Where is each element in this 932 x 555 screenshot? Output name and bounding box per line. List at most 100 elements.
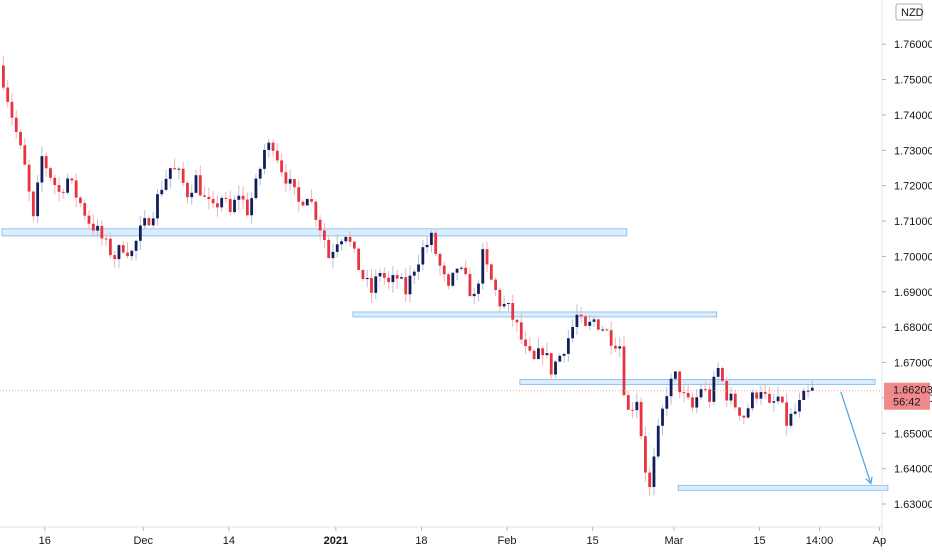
candle-body xyxy=(412,271,416,276)
candle-body xyxy=(87,215,91,224)
candle-body xyxy=(387,277,390,283)
candle-body xyxy=(130,250,134,257)
time-tick-label: 14 xyxy=(223,535,235,547)
candle-body xyxy=(301,201,305,206)
candle-body xyxy=(138,225,142,241)
candle-body xyxy=(755,392,759,399)
candle-body xyxy=(738,407,741,416)
candle-body xyxy=(156,194,159,219)
candle-body xyxy=(519,322,523,340)
candle-body xyxy=(447,274,450,286)
candle-body xyxy=(348,236,352,242)
candle-body xyxy=(370,277,373,293)
candle-body xyxy=(100,225,104,239)
candle-body xyxy=(614,345,617,349)
candle-body xyxy=(605,329,609,331)
candle-body xyxy=(729,393,733,401)
candle-body xyxy=(442,265,446,275)
price-tick-label: 1.63000 xyxy=(894,499,932,511)
candle-body xyxy=(763,392,767,394)
candle-body xyxy=(481,249,485,284)
time-tick-label: Mar xyxy=(664,535,683,547)
currency-box[interactable] xyxy=(895,3,923,21)
candle-body xyxy=(160,189,164,195)
price-axis[interactable]: 1.76000 1.75000 1.74000 1.73000 1.72000 1.710… xyxy=(881,0,932,550)
candle-body xyxy=(61,191,65,193)
candle-body xyxy=(477,283,480,294)
candle-body xyxy=(524,339,527,347)
candle-body xyxy=(566,338,570,354)
candle-body xyxy=(562,353,566,356)
time-tick-label: 15 xyxy=(753,535,765,547)
time-tick-label: 14:00 xyxy=(806,535,834,547)
price-tick-label: 1.73000 xyxy=(894,145,932,157)
candle-body xyxy=(695,397,699,408)
candle-body xyxy=(113,255,117,260)
candle-body xyxy=(224,197,228,199)
candle-body xyxy=(177,168,181,170)
candle-body xyxy=(515,319,519,323)
candle-body xyxy=(216,203,219,208)
candle-body xyxy=(691,397,694,408)
time-axis[interactable]: 16 Dec 14 2021 18 Feb 15 Mar 15 14:00 Ap xyxy=(0,526,886,547)
candle-body xyxy=(10,101,14,118)
candle-body xyxy=(19,131,22,146)
candle-body xyxy=(233,199,236,213)
candle-body xyxy=(258,168,262,179)
candle-body xyxy=(203,195,206,197)
candle-body xyxy=(703,389,707,391)
candle-body xyxy=(2,65,5,88)
candle-body xyxy=(57,185,61,192)
candle-body xyxy=(648,472,652,488)
candle-body xyxy=(507,303,510,305)
price-tick-label: 1.76000 xyxy=(894,39,932,51)
candle-body xyxy=(626,395,630,410)
time-tick-label: Feb xyxy=(498,535,517,547)
candle-body xyxy=(408,275,412,295)
candle-body xyxy=(455,268,459,273)
candle-body xyxy=(609,330,613,346)
candle-body xyxy=(545,353,549,356)
candle-body xyxy=(541,348,545,356)
candle-body xyxy=(83,203,87,216)
price-tick-label: 1.72000 xyxy=(894,181,932,193)
candle-body xyxy=(459,267,463,269)
candle-body xyxy=(40,156,44,183)
candle-body xyxy=(802,390,806,401)
candle-body xyxy=(36,182,40,217)
candle-body xyxy=(335,244,339,252)
candle-body xyxy=(6,87,10,102)
candle-body xyxy=(323,230,326,240)
candle-body xyxy=(575,314,579,327)
price-tick-label: 1.74000 xyxy=(894,110,932,122)
candle-body xyxy=(186,182,189,198)
time-tick-label: 16 xyxy=(39,535,51,547)
candle-body xyxy=(284,172,288,184)
candle-body xyxy=(780,396,784,403)
candle-body xyxy=(297,187,301,202)
candle-body xyxy=(673,371,677,379)
candle-body xyxy=(400,277,403,279)
candle-body xyxy=(263,149,266,169)
candle-body xyxy=(74,180,78,198)
candle-body xyxy=(494,279,497,290)
candle-body xyxy=(382,272,386,278)
candle-body xyxy=(190,192,194,198)
candle-body xyxy=(49,168,52,178)
candle-body xyxy=(669,378,673,397)
candle-body xyxy=(528,346,532,351)
candle-body xyxy=(425,244,429,248)
candle-body xyxy=(417,264,420,272)
candle-body xyxy=(207,196,211,200)
candles xyxy=(2,55,814,497)
candle-body xyxy=(220,197,224,208)
candle-body xyxy=(746,408,750,418)
price-tick-label: 1.64000 xyxy=(894,464,932,476)
candle-body xyxy=(340,241,343,245)
candle-body xyxy=(644,436,647,473)
candle-body xyxy=(708,389,711,402)
support-resistance-zones xyxy=(1,228,889,491)
candle-body xyxy=(592,319,596,322)
